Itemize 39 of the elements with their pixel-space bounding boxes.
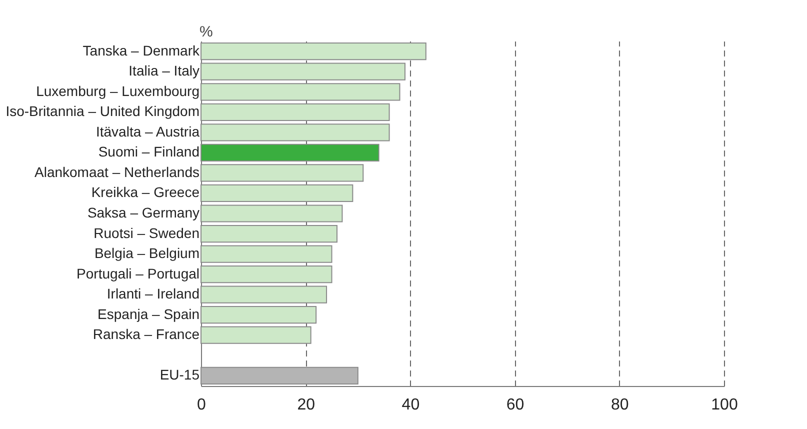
bar xyxy=(200,42,426,60)
bar xyxy=(200,286,328,304)
bar xyxy=(200,62,406,80)
bar xyxy=(200,204,343,222)
y-tick-label: Suomi – Finland xyxy=(98,144,200,160)
y-tick-label: Ranska – France xyxy=(92,326,200,342)
y-tick-label: Iso-Britannia – United Kingdom xyxy=(6,103,200,120)
x-tick-label: 60 xyxy=(506,396,524,414)
y-tick-label: Irlanti – Ireland xyxy=(106,286,200,302)
x-tick-label: 80 xyxy=(611,396,629,414)
bar xyxy=(200,103,390,121)
y-tick-label: Ruotsi – Sweden xyxy=(94,224,200,241)
y-tick-label: Belgia – Belgium xyxy=(94,245,200,262)
y-tick-label: EU-15 xyxy=(160,366,200,383)
x-tick-label: 100 xyxy=(711,396,738,414)
x-axis-title: % xyxy=(200,24,213,40)
bar xyxy=(200,266,332,284)
x-tick-label: 20 xyxy=(297,396,316,414)
y-tick-label: Italia – Italy xyxy=(128,62,200,79)
bar xyxy=(200,144,380,162)
bar xyxy=(200,366,358,384)
y-tick-label: Kreikka – Greece xyxy=(91,184,200,200)
bar xyxy=(200,245,332,263)
bar xyxy=(200,184,354,202)
bar xyxy=(200,306,317,324)
bar xyxy=(200,83,400,101)
bar xyxy=(200,164,364,182)
y-tick-label: Saksa – Germany xyxy=(87,204,200,220)
y-tick-label: Alankomaat – Netherlands xyxy=(34,164,200,180)
y-tick-label: Portugali – Portugal xyxy=(76,265,200,282)
y-tick-label: Luxemburg – Luxembourg xyxy=(36,82,200,99)
x-tick-label: 40 xyxy=(402,396,420,414)
y-tick-label: Tanska – Denmark xyxy=(82,42,200,58)
x-tick-label: 0 xyxy=(197,396,206,414)
y-tick-label: Itävalta – Austria xyxy=(96,123,200,140)
bar xyxy=(200,326,312,344)
bar xyxy=(200,224,338,243)
y-tick-label: Espanja – Spain xyxy=(98,306,200,322)
bar xyxy=(200,124,390,142)
